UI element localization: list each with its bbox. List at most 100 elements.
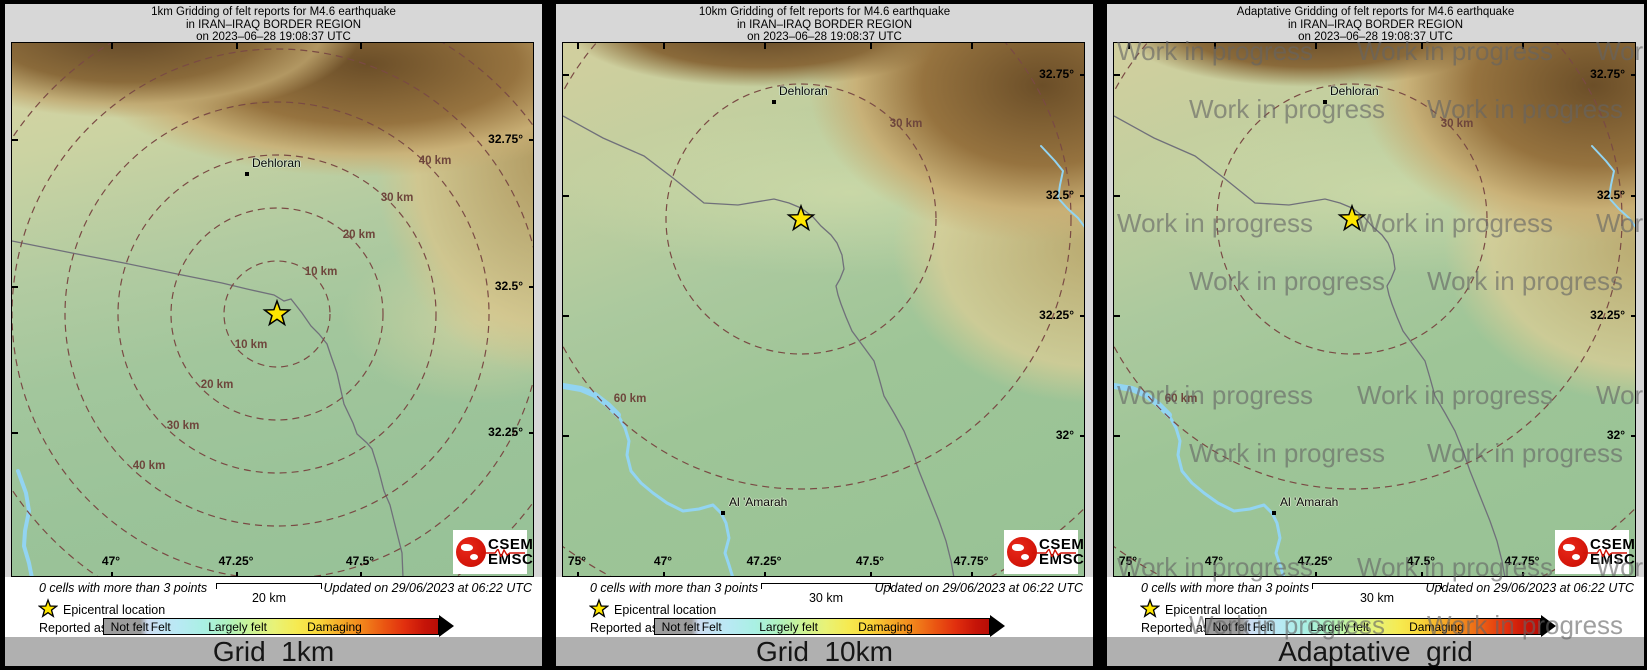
colorbar-category-label: Damaging [1409,620,1464,634]
logo-line1: CSEM [488,536,534,553]
map-panel-grid-1km: 1km Gridding of felt reports for M4.6 ea… [5,4,542,666]
latitude-tick [1114,195,1120,197]
logo-line1: CSEM [1590,536,1636,553]
panel-footer: 0 cells with more than 3 points Updated … [556,577,1093,637]
title-line: on 2023–06–28 19:08:37 UTC [196,31,351,43]
title-line: in IRAN–IRAQ BORDER REGION [736,18,913,31]
logo-line2: EMSC [1039,551,1085,568]
latitude-label: 32.5° [1045,188,1074,202]
title-line: 10km Gridding of felt reports for M4.6 e… [698,6,951,18]
scale-bar-label: 30 km [1359,591,1395,605]
distance-ring [223,260,331,368]
reported-as-label: Reported as: [590,621,662,635]
title-line: in IRAN–IRAQ BORDER REGION [1287,18,1464,31]
seismogram-trace-icon [1583,549,1627,557]
latitude-label: 32.25° [1590,308,1625,322]
logo-line2: EMSC [1590,551,1636,568]
city-marker [1323,100,1327,104]
latitude-tick [1114,435,1120,437]
updated-timestamp: Updated on 29/06/2023 at 06:22 UTC [1425,581,1634,595]
city-label: Al 'Amarah [1280,495,1339,509]
river-line [1114,384,1285,576]
emsc-globe-icon [1007,537,1037,567]
intensity-colorbar: Not felt Felt Largely felt Damaging [103,618,439,635]
reported-as-label: Reported as: [39,621,111,635]
longitude-label: 47.75° [953,554,989,568]
logo-text: CSEM EMSC [488,537,533,567]
intensity-colorbar: Not felt Felt Largely felt Damaging [654,618,990,635]
distance-ring [1114,507,1635,576]
longitude-tick [1421,43,1423,49]
map-scale-bar [761,583,891,589]
latitude-tick [563,74,569,76]
geo-layer [12,43,533,576]
colorbar-category-label: Not felt [1212,620,1251,634]
river-line [1114,383,1172,418]
colorbar-arrow-icon [1541,615,1556,637]
longitude-tick [236,572,238,576]
panel-caption: Grid 1km [212,636,335,666]
colorbar-category-label: Felt [1252,620,1273,634]
longitude-tick [971,572,973,576]
country-border-line [1114,115,1506,576]
panel-caption: Adaptative grid [1278,636,1473,666]
logo-text: CSEM EMSC [1590,537,1635,567]
colorbar-category-label: Damaging [307,620,362,634]
longitude-label: 47.5° [855,554,885,568]
longitude-label: 75° [1118,554,1138,568]
longitude-label: 47.25° [1297,554,1333,568]
longitude-tick [1128,43,1130,49]
epicenter-star [1337,203,1367,232]
distance-ring [12,48,533,576]
epicenter-legend-label: Epicentral location [614,603,717,617]
colorbar-category-label: Largely felt [1310,620,1369,634]
panel-title: 10km Gridding of felt reports for M4.6 e… [556,4,1093,42]
longitude-tick [111,572,113,576]
river-line [1591,145,1635,228]
updated-timestamp: Updated on 29/06/2023 at 06:22 UTC [874,581,1083,595]
epicenter-star-icon [1140,598,1160,618]
city-marker [1272,511,1276,515]
latitude-tick [529,286,533,288]
longitude-label: 47° [653,554,673,568]
seismogram-trace-icon [1032,549,1076,557]
csem-emsc-logo: CSEM EMSC [1555,530,1635,574]
ring-distance-label: 10 km [304,266,338,278]
latitude-tick [1631,195,1635,197]
cells-note: 0 cells with more than 3 points [590,581,759,595]
map-area: CSEM EMSC 30 km 60 km Dehloran Al 'Amarah 32… [562,42,1085,577]
latitude-tick [1080,435,1084,437]
latitude-label: 32.75° [488,132,523,146]
longitude-label: 47° [1204,554,1224,568]
latitude-tick [529,432,533,434]
longitude-tick [360,43,362,49]
latitude-label: 32° [1055,428,1074,442]
epicenter-star [786,203,816,232]
colorbar-category-label: Damaging [858,620,913,634]
distance-ring [1114,43,1623,490]
distance-ring [563,507,1084,576]
latitude-label: 32° [1606,428,1625,442]
longitude-tick [870,43,872,49]
longitude-label: 47° [101,554,121,568]
scale-bar-label: 20 km [251,591,287,605]
latitude-tick [1631,315,1635,317]
city-marker [772,100,776,104]
geo-layer [1114,43,1635,576]
latitude-tick [1631,435,1635,437]
latitude-tick [12,139,18,141]
panel-footer: 0 cells with more than 3 points Updated … [1107,577,1644,637]
longitude-label: 47.25° [746,554,782,568]
epicenter-legend-label: Epicentral location [63,603,166,617]
scale-bar-label: 30 km [808,591,844,605]
map-panel-grid-10km: 10km Gridding of felt reports for M4.6 e… [556,4,1093,666]
river-line [16,469,34,576]
longitude-tick [1522,572,1524,576]
longitude-tick [1315,572,1317,576]
ring-distance-label: 60 km [613,393,647,405]
longitude-tick [764,572,766,576]
logo-line1: CSEM [1039,536,1085,553]
longitude-tick [111,43,113,49]
ring-distance-label: 30 km [1440,118,1474,130]
distance-ring [563,43,1072,490]
